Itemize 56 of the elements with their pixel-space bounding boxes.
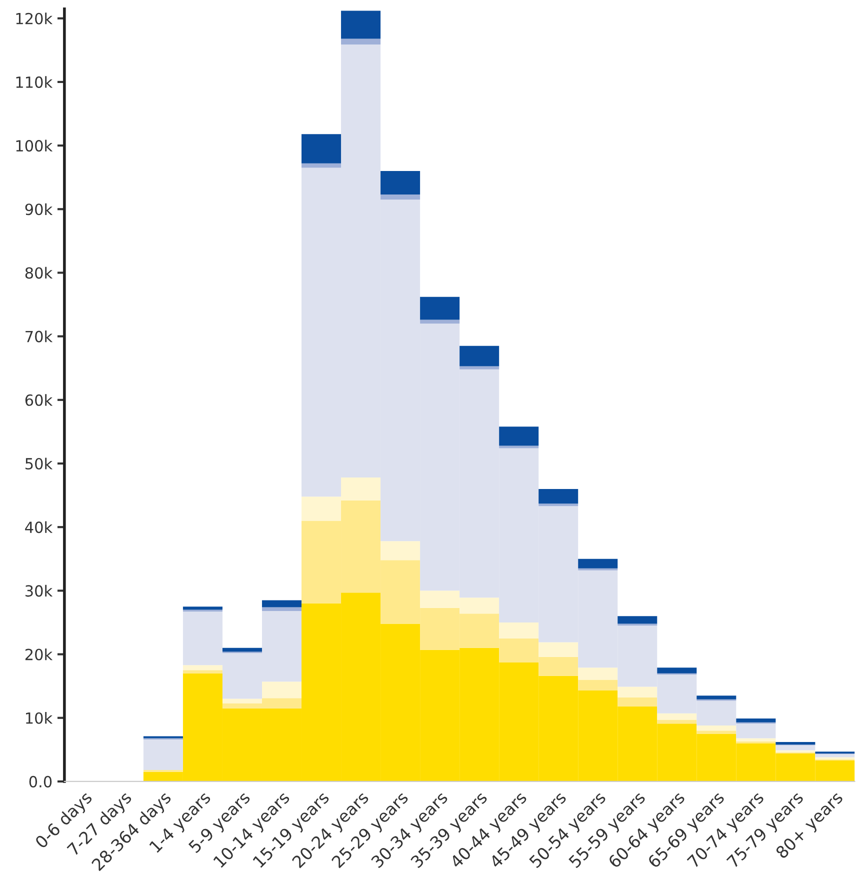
bar	[460, 346, 500, 366]
bar	[618, 686, 658, 698]
bar	[302, 134, 342, 164]
bar	[222, 648, 262, 652]
y-tick-label: 100k	[16, 140, 53, 152]
bar	[341, 10, 381, 39]
y-tick-label: 30k	[25, 584, 53, 597]
bar	[696, 725, 736, 731]
bar	[420, 296, 460, 320]
bar	[499, 426, 539, 446]
bar	[182, 665, 222, 670]
bar	[538, 504, 578, 506]
bar	[736, 738, 776, 742]
bar	[815, 754, 855, 758]
y-tick-label: 40k	[25, 521, 53, 534]
y-tick-label: 10k	[26, 712, 53, 724]
bar	[657, 668, 697, 674]
bar	[657, 720, 697, 724]
bar	[618, 616, 658, 624]
bar	[262, 607, 302, 612]
bar	[182, 670, 222, 674]
bar	[499, 622, 539, 638]
bar	[776, 745, 816, 750]
y-tick-label: 0.0	[29, 776, 52, 788]
bar	[380, 170, 420, 195]
bar	[657, 713, 697, 720]
bar	[222, 698, 262, 704]
bar	[696, 696, 736, 700]
bar	[143, 739, 183, 770]
y-tick-label: 80k	[25, 266, 53, 279]
bar	[182, 606, 222, 610]
y-tick-label: 90k	[25, 203, 53, 216]
bar	[736, 718, 776, 722]
bar	[776, 742, 816, 745]
bar	[538, 642, 578, 657]
y-tick-label: 60k	[25, 394, 53, 406]
bar	[262, 600, 302, 608]
bar	[696, 730, 736, 734]
bar	[302, 163, 342, 168]
bar	[420, 320, 460, 324]
bar	[578, 558, 618, 568]
bar	[578, 668, 618, 680]
y-tick-label: 70k	[26, 330, 53, 342]
y-tick-label: 120k	[16, 12, 53, 24]
bar	[578, 680, 618, 691]
bar	[499, 446, 539, 448]
bar	[460, 366, 500, 370]
y-tick-label: 20k	[25, 648, 53, 660]
bar	[380, 194, 420, 200]
bar	[262, 682, 302, 698]
bar	[538, 488, 578, 504]
y-tick-label: 110k	[16, 76, 53, 88]
bar	[618, 698, 658, 706]
bar	[341, 38, 381, 44]
y-tick-label: 50k	[26, 458, 53, 470]
bar	[380, 541, 420, 560]
